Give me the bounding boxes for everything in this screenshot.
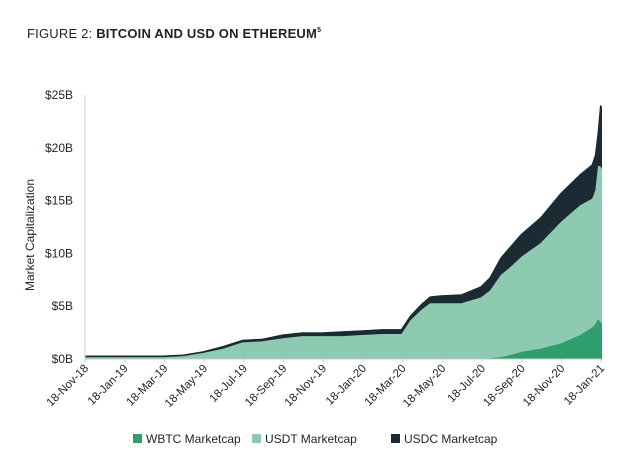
area-usdc-marketcap <box>84 105 602 358</box>
legend-label-usdt-marketcap: USDT Marketcap <box>265 432 357 446</box>
x-tick-label: 18-May-20 <box>401 363 448 410</box>
y-tick-label: $15B <box>45 194 73 208</box>
figure-footnote-marker: 5 <box>317 27 322 34</box>
area-usdt-marketcap <box>84 165 602 360</box>
figure-title-text: BITCOIN AND USD ON ETHEREUM <box>96 26 318 41</box>
y-tick-label: $25B <box>45 88 73 102</box>
x-tick-label: 18-Jul-20 <box>446 363 488 405</box>
legend-label-wbtc-marketcap: WBTC Marketcap <box>146 432 241 446</box>
legend-label-usdc-marketcap: USDC Marketcap <box>404 432 498 446</box>
figure-label: FIGURE 2: <box>27 26 93 41</box>
y-axis-title: Market Capitalization <box>23 179 37 291</box>
legend-swatch-usdt-marketcap <box>252 434 261 443</box>
y-tick-label: $20B <box>45 141 73 155</box>
y-tick-label: $5B <box>52 299 73 313</box>
x-tick-label: 18-Jul-19 <box>207 363 249 405</box>
x-tick-label: 18-Sep-19 <box>243 363 289 409</box>
x-tick-label: 18-Sep-20 <box>481 363 527 409</box>
figure-title: FIGURE 2: BITCOIN AND USD ON ETHEREUM5 <box>27 26 321 41</box>
legend-swatch-wbtc-marketcap <box>133 434 142 443</box>
y-tick-label: $0B <box>52 352 73 366</box>
x-tick-label: 18-Jan-21 <box>562 363 607 408</box>
x-tick-label: 18-May-19 <box>163 363 210 410</box>
x-tick-label: 18-Nov-20 <box>521 363 567 409</box>
x-tick-label: 18-Nov-19 <box>283 363 329 409</box>
legend-swatch-usdc-marketcap <box>391 434 400 443</box>
x-tick-label: 18-Nov-18 <box>45 363 91 409</box>
y-tick-label: $10B <box>45 246 73 260</box>
